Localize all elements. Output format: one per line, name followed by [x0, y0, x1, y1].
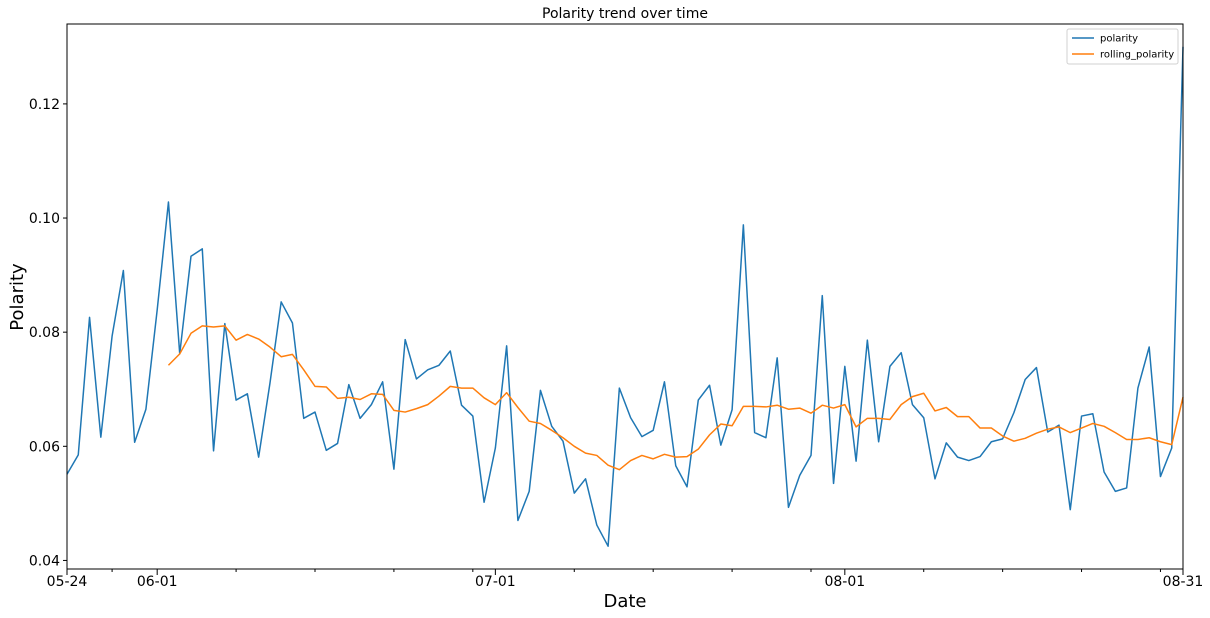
x-tick-label: 07-01: [475, 574, 516, 590]
x-tick-label: 06-01: [137, 574, 178, 590]
y-axis-label: Polarity: [7, 263, 28, 331]
x-axis-label: Date: [603, 591, 646, 612]
x-tick-label: 08-31: [1163, 574, 1204, 590]
y-axis: 0.04 0.06 0.08 0.10 0.12: [29, 97, 67, 569]
x-axis: 05-24 06-01 07-01 08-01 08-31: [47, 569, 1204, 590]
series-line-polarity: [66, 46, 1184, 547]
legend-box: [1066, 28, 1179, 65]
series-line-rolling-polarity: [167, 325, 1184, 471]
y-tick-label: 0.10: [29, 211, 60, 227]
x-tick-label: 08-01: [824, 574, 865, 590]
y-tick-label: 0.12: [29, 97, 60, 113]
y-tick-label: 0.08: [29, 325, 60, 341]
chart-title: Polarity trend over time: [542, 6, 708, 22]
y-tick-label: 0.04: [29, 553, 60, 569]
plot-frame: [66, 23, 1184, 570]
x-tick-label: 05-24: [47, 574, 88, 590]
plot-lines: [66, 46, 1184, 547]
legend: polarity rolling_polarity: [1066, 28, 1179, 65]
y-tick-label: 0.06: [29, 439, 60, 455]
legend-label-polarity: polarity: [1100, 34, 1138, 45]
legend-label-rolling-polarity: rolling_polarity: [1100, 50, 1174, 61]
